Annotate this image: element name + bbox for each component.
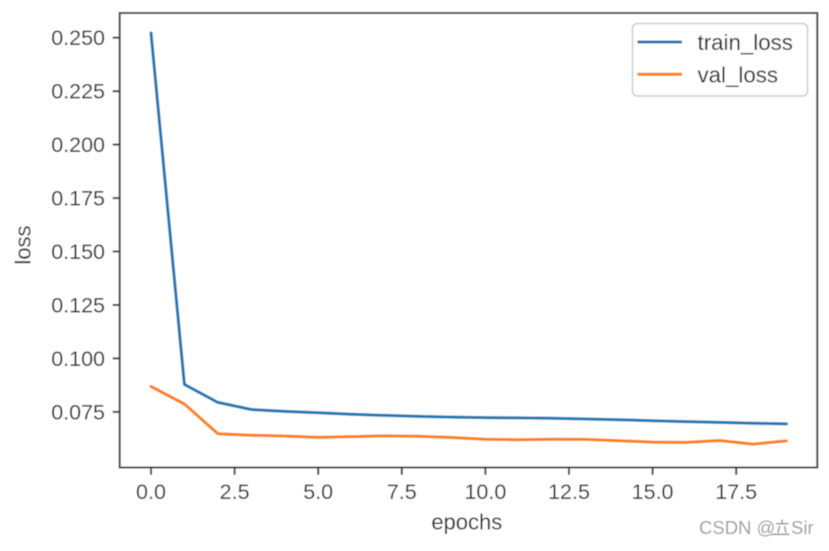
- svg-text:0.075: 0.075: [51, 400, 105, 424]
- svg-text:2.5: 2.5: [220, 480, 250, 504]
- svg-text:0.125: 0.125: [51, 293, 105, 317]
- svg-text:0.225: 0.225: [51, 80, 105, 104]
- svg-text:7.5: 7.5: [387, 480, 417, 504]
- svg-text:CSDN @: CSDN @: [699, 517, 775, 538]
- svg-text:val_loss: val_loss: [698, 62, 779, 87]
- svg-text:17.5: 17.5: [715, 480, 757, 504]
- svg-text:10.0: 10.0: [464, 480, 506, 504]
- svg-text:epochs: epochs: [431, 510, 502, 535]
- svg-text:0.250: 0.250: [51, 26, 105, 50]
- svg-text:loss: loss: [11, 225, 36, 264]
- svg-text:0.0: 0.0: [136, 480, 166, 504]
- svg-text:0.100: 0.100: [51, 347, 105, 371]
- svg-text:12.5: 12.5: [548, 480, 590, 504]
- svg-text:5.0: 5.0: [303, 480, 333, 504]
- svg-text:train_loss: train_loss: [698, 30, 793, 55]
- svg-text:0.175: 0.175: [51, 187, 105, 211]
- svg-text:Sir: Sir: [791, 517, 814, 538]
- svg-text:15.0: 15.0: [632, 480, 674, 504]
- svg-text:0.150: 0.150: [51, 240, 105, 264]
- svg-text:0.200: 0.200: [51, 133, 105, 157]
